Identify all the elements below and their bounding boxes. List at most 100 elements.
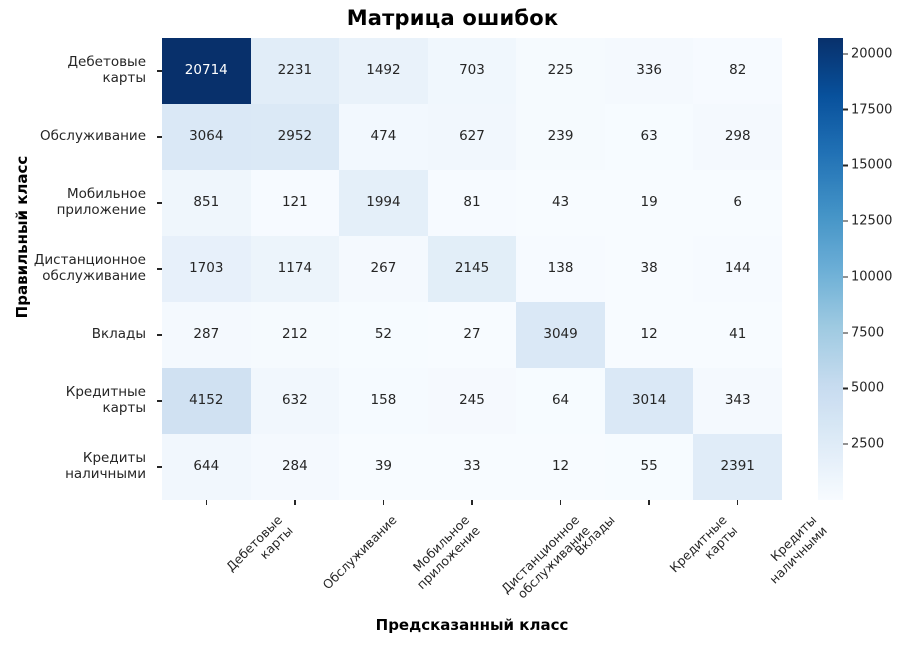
x-axis-tick-labels: Дебетовые карты Обслуживание Мобильное при… <box>162 508 829 608</box>
colorbar-tick: 12500 <box>843 214 892 229</box>
colorbar-tick-label: 10000 <box>851 269 893 285</box>
heatmap-cell: 1703 <box>162 236 251 302</box>
heatmap-cell: 474 <box>339 104 428 170</box>
heatmap-cell: 2952 <box>250 104 340 170</box>
heatmap-cell: 2391 <box>693 434 782 500</box>
colorbar: 2500 5000 7500 10000 12500 15000 17500 20000 <box>818 38 892 500</box>
y-axis-tick-mark <box>154 170 162 236</box>
heatmap-cell: 12 <box>516 434 605 500</box>
heatmap-cell: 138 <box>516 236 605 302</box>
heatmap-cell: 43 <box>516 170 605 236</box>
colorbar-tick-label: 20000 <box>851 46 893 62</box>
heatmap-cell: 12 <box>604 302 694 368</box>
x-axis-tick-mark <box>605 500 694 508</box>
heatmap-cell: 27 <box>427 302 517 368</box>
y-axis-tick-marks <box>154 38 162 500</box>
colorbar-tick-label: 17500 <box>851 102 893 118</box>
y-axis-tick-mark <box>154 302 162 368</box>
colorbar-tick: 7500 <box>843 325 884 340</box>
colorbar-tick: 5000 <box>843 381 884 396</box>
heatmap-cell: 63 <box>604 104 694 170</box>
x-axis-tick-mark <box>693 500 782 508</box>
colorbar-tick: 15000 <box>843 158 892 173</box>
x-axis-tick-mark <box>162 500 251 508</box>
heatmap-cell: 4152 <box>162 368 251 434</box>
y-axis-tick-label: Дистанционное обслуживание <box>33 252 146 284</box>
heatmap-cell: 144 <box>693 236 782 302</box>
heatmap-cell: 3064 <box>162 104 251 170</box>
heatmap-cell: 267 <box>339 236 428 302</box>
heatmap-cell: 627 <box>427 104 517 170</box>
heatmap-cell: 287 <box>162 302 251 368</box>
heatmap-cell: 121 <box>250 170 340 236</box>
heatmap-cell: 20714 <box>162 38 251 104</box>
heatmap-cell: 52 <box>339 302 428 368</box>
heatmap-cell: 81 <box>427 170 517 236</box>
heatmap-cell: 33 <box>427 434 517 500</box>
heatmap-cell: 703 <box>427 38 517 104</box>
colorbar-tick: 17500 <box>843 102 892 117</box>
colorbar-tick: 2500 <box>843 437 884 452</box>
heatmap-cell: 298 <box>693 104 782 170</box>
x-axis-tick-label: Дистанционное обслуживание <box>498 512 593 602</box>
x-axis-label: Предсказанный класс <box>375 616 569 634</box>
heatmap-cells: 20714 2231 1492 703 225 336 82 3064 2952 474 627 23… <box>162 38 782 500</box>
heatmap-cell: 6 <box>693 170 782 236</box>
heatmap-cell: 225 <box>516 38 605 104</box>
x-axis-tick-mark <box>516 500 605 508</box>
x-axis-tick-label: Обслуживание <box>319 512 400 593</box>
colorbar-gradient <box>818 38 843 500</box>
x-axis-tick-label: Кредиты наличными <box>765 512 830 587</box>
y-axis-tick-mark <box>154 236 162 302</box>
heatmap-cell: 82 <box>693 38 782 104</box>
heatmap-cell: 1492 <box>339 38 428 104</box>
heatmap-cell: 644 <box>162 434 251 500</box>
x-axis-tick-label: Кредитные карты <box>666 512 741 576</box>
heatmap-cell: 336 <box>604 38 694 104</box>
page-title: Матрица ошибок <box>346 6 559 30</box>
y-axis-tick-label: Обслуживание <box>39 128 146 145</box>
heatmap-cell: 239 <box>516 104 605 170</box>
x-axis-tick-mark <box>428 500 517 508</box>
x-axis-tick-label: Мобильное приложение <box>410 512 484 592</box>
y-axis-tick-mark <box>154 104 162 170</box>
heatmap-cell: 55 <box>604 434 694 500</box>
heatmap-cell: 1994 <box>339 170 428 236</box>
heatmap-cell: 3014 <box>604 368 694 434</box>
colorbar-tick-labels: 2500 5000 7500 10000 12500 15000 17500 20000 <box>843 38 905 500</box>
heatmap-cell: 38 <box>604 236 694 302</box>
y-axis-tick-label: Кредиты наличными <box>65 450 146 482</box>
colorbar-tick-label: 12500 <box>851 213 893 229</box>
heatmap-cell: 41 <box>693 302 782 368</box>
heatmap-cell: 212 <box>250 302 340 368</box>
heatmap-cell: 284 <box>250 434 340 500</box>
y-axis-tick-labels: Дебетовые карты Обслуживание Мобильное при… <box>0 38 148 500</box>
heatmap-cell: 343 <box>693 368 782 434</box>
y-axis-tick-mark <box>154 434 162 500</box>
heatmap-cell: 39 <box>339 434 428 500</box>
x-axis-tick-mark <box>339 500 428 508</box>
heatmap-cell: 3049 <box>516 302 605 368</box>
heatmap-cell: 1174 <box>250 236 340 302</box>
colorbar-tick: 10000 <box>843 269 892 284</box>
heatmap-cell: 158 <box>339 368 428 434</box>
heatmap-cell: 64 <box>516 368 605 434</box>
colorbar-tick: 20000 <box>843 46 892 61</box>
colorbar-tick-label: 15000 <box>851 157 893 173</box>
heatmap-cell: 632 <box>250 368 340 434</box>
x-axis-tick-label: Дебетовые карты <box>223 512 296 575</box>
heatmap-cell: 245 <box>427 368 517 434</box>
colorbar-tick-label: 7500 <box>851 325 885 341</box>
y-axis-tick-mark <box>154 368 162 434</box>
heatmap-cell: 2231 <box>250 38 340 104</box>
colorbar-tick-label: 5000 <box>851 380 885 396</box>
x-axis-tick-mark <box>251 500 340 508</box>
y-axis-tick-label: Мобильное приложение <box>56 186 146 218</box>
y-axis-tick-mark <box>154 38 162 104</box>
y-axis-tick-label: Вклады <box>91 326 146 343</box>
heatmap-cell: 19 <box>604 170 694 236</box>
heatmap-cell: 851 <box>162 170 251 236</box>
y-axis-tick-label: Кредитные карты <box>65 384 146 416</box>
y-axis-tick-label: Дебетовые карты <box>67 54 146 86</box>
x-axis-tick-marks <box>162 500 782 508</box>
